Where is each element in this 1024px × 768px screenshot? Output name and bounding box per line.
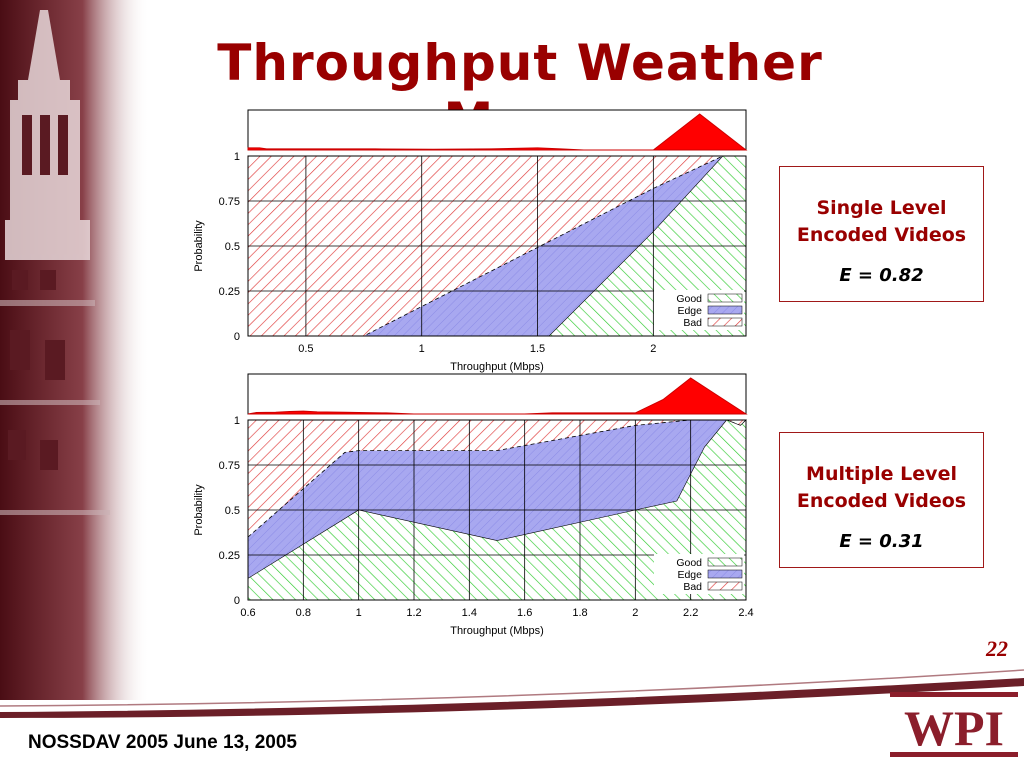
x-tick-label: 1 bbox=[356, 607, 362, 619]
page-number: 22 bbox=[986, 636, 1008, 661]
y-tick-label: 0.75 bbox=[219, 460, 240, 472]
legend-label: Good bbox=[676, 293, 702, 305]
y-tick-label: 1 bbox=[234, 415, 240, 427]
building-photo-banner bbox=[0, 0, 150, 700]
callout-line1: Multiple Level bbox=[806, 463, 957, 485]
x-axis-label: Throughput (Mbps) bbox=[450, 625, 544, 637]
y-axis-label: Probability bbox=[193, 484, 205, 536]
x-tick-label: 0.5 bbox=[298, 343, 313, 355]
callout-metric: E = 0.82 bbox=[839, 265, 924, 286]
footer-text: NOSSDAV 2005 June 13, 2005 bbox=[28, 732, 297, 753]
y-tick-label: 1 bbox=[234, 151, 240, 163]
y-tick-label: 0 bbox=[234, 331, 240, 343]
legend-label: Good bbox=[676, 557, 702, 569]
chart-single-level: 0.5 1 1.5 2 0 0.25 0.5 0.75 1 Throughput (Mbps) Pr… bbox=[193, 109, 748, 373]
legend-swatch bbox=[707, 557, 743, 567]
legend-label: Bad bbox=[683, 317, 702, 329]
x-tick-label: 2.2 bbox=[683, 607, 698, 619]
throughput-histogram bbox=[247, 377, 748, 415]
y-tick-label: 0.5 bbox=[225, 505, 240, 517]
y-tick-label: 0.25 bbox=[219, 286, 240, 298]
legend-swatch bbox=[707, 305, 743, 315]
x-tick-label: 2.4 bbox=[738, 607, 753, 619]
y-tick-label: 0.75 bbox=[219, 196, 240, 208]
callout-line2: Encoded Videos bbox=[796, 224, 967, 246]
x-tick-label: 1.8 bbox=[572, 607, 587, 619]
legend-label: Edge bbox=[677, 569, 702, 581]
plot-frame bbox=[247, 155, 747, 337]
x-tick-label: 1 bbox=[419, 343, 425, 355]
legend-swatch bbox=[707, 293, 743, 303]
y-tick-label: 0.25 bbox=[219, 550, 240, 562]
x-tick-label: 0.8 bbox=[296, 607, 311, 619]
legend-swatch bbox=[707, 581, 743, 591]
callout-metric: E = 0.31 bbox=[839, 531, 924, 552]
chart-multiple-level: 0.6 0.8 1 1.2 1.4 1.6 1.8 2 2.2 2.4 0 0.25 0.5 0.75 1 T… bbox=[193, 373, 754, 637]
multiple-level-callout: Multiple Level Encoded Videos E = 0.31 bbox=[779, 432, 984, 568]
plot-frame bbox=[247, 419, 747, 601]
x-tick-label: 1.5 bbox=[530, 343, 545, 355]
y-tick-label: 0.5 bbox=[225, 241, 240, 253]
callout-line2: Encoded Videos bbox=[796, 490, 967, 512]
legend-swatch bbox=[707, 569, 743, 579]
x-axis-label: Throughput (Mbps) bbox=[450, 361, 544, 373]
single-level-callout: Single Level Encoded Videos E = 0.82 bbox=[779, 166, 984, 302]
legend-swatch bbox=[707, 317, 743, 327]
bottom-swoosh-decoration bbox=[0, 669, 1024, 718]
callout-line1: Single Level bbox=[816, 197, 947, 219]
x-tick-label: 1.6 bbox=[517, 607, 532, 619]
x-tick-label: 1.2 bbox=[406, 607, 421, 619]
throughput-histogram bbox=[247, 113, 748, 151]
y-axis-label: Probability bbox=[193, 220, 205, 272]
y-tick-label: 0 bbox=[234, 595, 240, 607]
legend-label: Bad bbox=[683, 581, 702, 593]
wpi-logo: WPI bbox=[890, 692, 1018, 757]
x-tick-label: 0.6 bbox=[240, 607, 255, 619]
x-tick-label: 2 bbox=[632, 607, 638, 619]
x-tick-label: 1.4 bbox=[462, 607, 477, 619]
logo-text: WPI bbox=[904, 700, 1004, 756]
legend-label: Edge bbox=[677, 305, 702, 317]
charts: 0.5 1 1.5 2 0 0.25 0.5 0.75 1 Throughput (Mbps) Pr… bbox=[193, 109, 754, 637]
x-tick-label: 2 bbox=[650, 343, 656, 355]
